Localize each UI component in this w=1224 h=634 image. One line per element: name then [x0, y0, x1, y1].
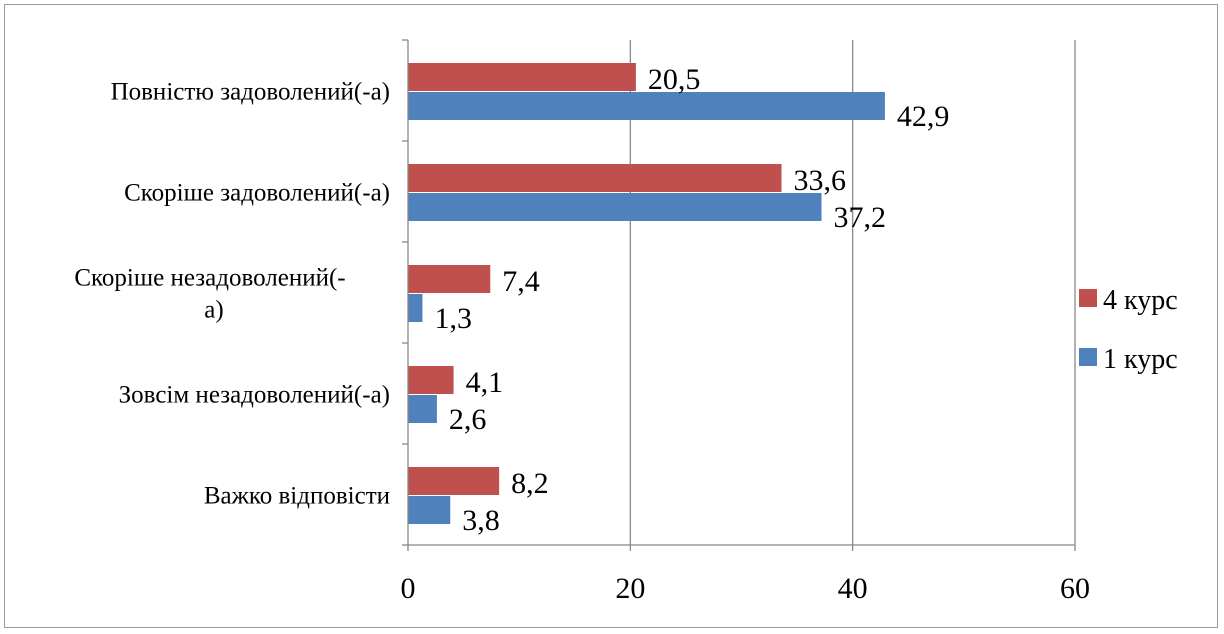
value-label-series-b-4: 3,8 [462, 504, 500, 537]
category-label-line: Скоріше задоволений(-а) [124, 180, 390, 207]
x-tick-label-20: 20 [615, 572, 645, 605]
bar-series-a-0 [408, 63, 636, 91]
bar-series-a-2 [408, 265, 491, 293]
category-label-4: Важко відповісти [204, 483, 390, 510]
value-label-series-a-0: 20,5 [648, 63, 701, 96]
gridlines [629, 40, 1076, 545]
bar-series-b-4 [408, 496, 451, 524]
value-label-series-a-2: 7,4 [502, 265, 539, 298]
category-label-1: Скоріше задоволений(-а) [124, 180, 390, 207]
category-labels: Повністю задоволений(-а) Скоріше задоволе… [74, 79, 390, 510]
value-label-series-b-2: 1,3 [434, 302, 472, 335]
value-label-series-b-3: 2,6 [449, 403, 487, 436]
value-label-series-b-0: 42,9 [897, 100, 950, 133]
category-label-0: Повністю задоволений(-а) [111, 79, 390, 106]
x-tick-label-40: 40 [838, 572, 868, 605]
legend-label-series-b: 1 курс [1103, 344, 1178, 375]
value-label-series-a-1: 33,6 [794, 164, 847, 197]
bar-series-b-0 [408, 92, 885, 120]
category-label-3: Зовсім незадоволений(-а) [119, 382, 390, 409]
legend-swatch-series-b [1079, 348, 1097, 366]
category-label-line: Зовсім незадоволений(-а) [119, 382, 390, 409]
bars [408, 63, 885, 524]
bar-series-b-2 [408, 294, 423, 322]
legend: 4 курс 1 курс [1079, 285, 1178, 375]
axes [402, 39, 1076, 551]
category-label-line: Повністю задоволений(-а) [111, 79, 390, 106]
value-label-series-a-4: 8,2 [511, 467, 549, 500]
legend-label-series-a: 4 курс [1103, 285, 1178, 316]
x-tick-label-60: 60 [1060, 572, 1090, 605]
tick-labels: 0 20 40 60 [401, 572, 1091, 605]
bar-series-b-1 [408, 193, 822, 221]
value-label-series-a-3: 4,1 [466, 366, 504, 399]
bar-series-a-4 [408, 467, 500, 495]
bar-series-b-3 [408, 395, 437, 423]
bar-series-a-1 [408, 164, 782, 192]
value-label-series-b-1: 37,2 [834, 201, 887, 234]
category-label-line: Важко відповісти [204, 483, 390, 510]
category-label-2: Скоріше незадоволений(- а) [74, 265, 345, 324]
value-labels: 20,5 42,9 33,6 37,2 7,4 1,3 4,1 2,6 8,2 3,8 [434, 63, 949, 537]
x-tick-label-0: 0 [401, 572, 416, 605]
legend-swatch-series-a [1079, 289, 1097, 307]
category-label-line: а) [204, 297, 223, 324]
bar-series-a-3 [408, 366, 454, 394]
category-label-line: Скоріше незадоволений(- [74, 265, 345, 292]
